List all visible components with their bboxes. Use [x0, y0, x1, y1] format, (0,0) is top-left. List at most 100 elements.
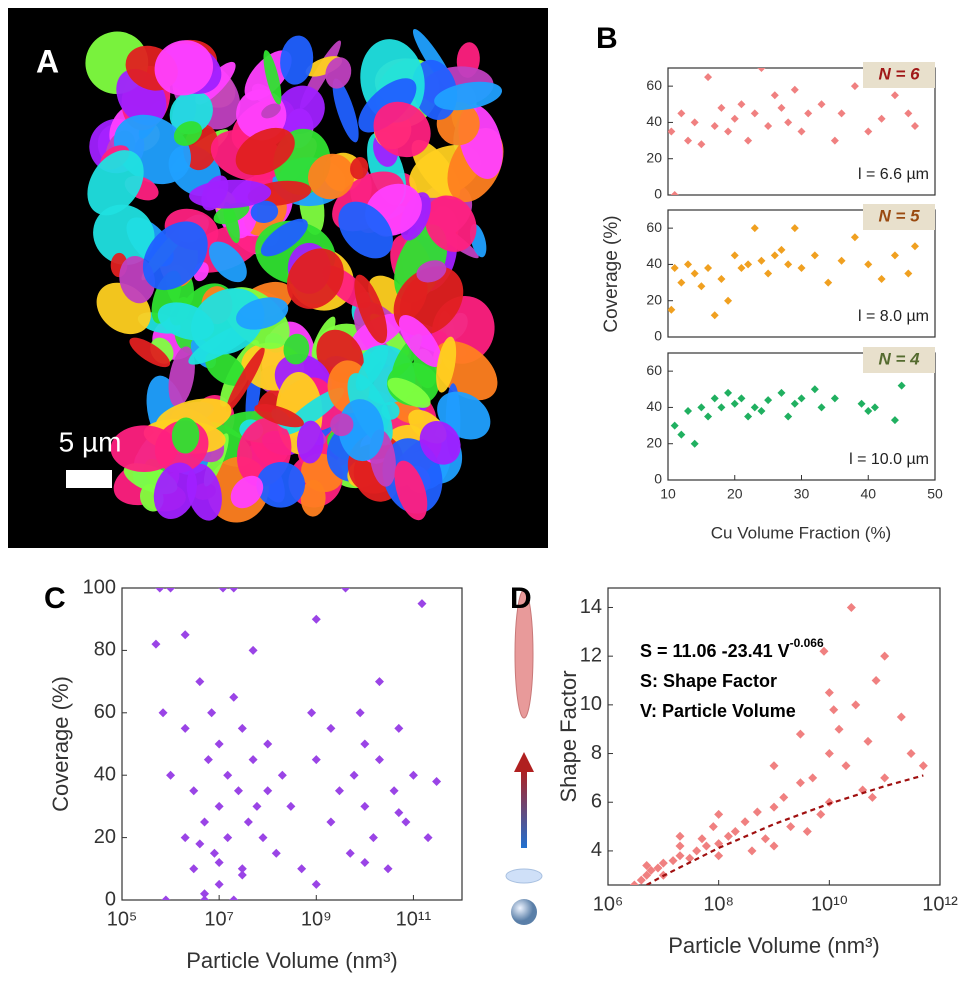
- point: [830, 394, 839, 403]
- point: [841, 761, 851, 771]
- particle: [189, 179, 272, 209]
- point: [394, 723, 404, 733]
- point: [710, 122, 719, 131]
- particle: [286, 248, 344, 309]
- y-tick-label: 0: [654, 186, 662, 202]
- point: [880, 651, 890, 661]
- point: [675, 841, 685, 851]
- point: [692, 846, 702, 856]
- point: [904, 109, 913, 118]
- point: [374, 755, 384, 765]
- point: [237, 864, 247, 874]
- point: [675, 851, 685, 861]
- point: [744, 412, 753, 421]
- particle: [205, 350, 246, 386]
- point: [737, 264, 746, 273]
- particle: [330, 413, 354, 437]
- particle: [256, 461, 305, 508]
- point: [795, 778, 805, 788]
- point: [704, 264, 713, 273]
- point: [817, 100, 826, 109]
- fit-exponent: -0.066: [790, 636, 824, 650]
- point: [690, 269, 699, 278]
- point: [770, 91, 779, 100]
- point: [653, 863, 663, 873]
- point: [271, 848, 281, 858]
- point: [824, 797, 834, 807]
- point: [764, 396, 773, 405]
- particle: [325, 57, 352, 89]
- particle: [142, 221, 208, 291]
- point: [203, 755, 213, 765]
- point: [258, 833, 268, 843]
- point: [710, 394, 719, 403]
- point: [697, 140, 706, 149]
- particle: [171, 417, 200, 454]
- point: [710, 311, 719, 320]
- point: [677, 430, 686, 439]
- particle: [276, 85, 325, 134]
- point: [684, 260, 693, 269]
- point: [214, 739, 224, 749]
- particle: [154, 40, 214, 96]
- y-tick-label: 60: [646, 219, 662, 235]
- particle: [169, 90, 213, 135]
- point: [233, 786, 243, 796]
- y-tick-label: 8: [591, 742, 602, 764]
- x-tick-label: 10¹⁰: [811, 893, 848, 915]
- series-layer: [670, 381, 906, 448]
- point: [180, 630, 190, 640]
- point: [360, 801, 370, 811]
- point: [360, 858, 370, 868]
- particle: [235, 127, 295, 176]
- y-tick-label: 6: [591, 791, 602, 813]
- y-tick-label: 80: [94, 639, 116, 661]
- point: [417, 599, 427, 609]
- point: [200, 817, 210, 827]
- y-tick-label: 14: [580, 596, 602, 618]
- point: [685, 853, 695, 863]
- point: [824, 278, 833, 287]
- particle: [373, 101, 431, 158]
- point: [867, 792, 877, 802]
- particle: [394, 460, 428, 521]
- series-layer: [668, 224, 919, 320]
- particle: [296, 420, 324, 464]
- y-tick-label: 10: [580, 693, 602, 715]
- point: [345, 848, 355, 858]
- note: l = 6.6 µm: [858, 166, 929, 183]
- point: [724, 127, 733, 136]
- fit-text: S = 11.06 -23.41 V: [640, 641, 790, 661]
- point: [189, 864, 199, 874]
- note: l = 10.0 µm: [849, 451, 929, 468]
- point: [383, 864, 393, 874]
- point: [658, 858, 668, 868]
- point: [195, 677, 205, 687]
- point: [311, 755, 321, 765]
- arrow-head: [514, 752, 534, 772]
- x-tick-label: 10: [660, 485, 676, 501]
- y-tick-label: 60: [646, 362, 662, 378]
- point: [810, 385, 819, 394]
- particle: [424, 195, 477, 252]
- point: [744, 136, 753, 145]
- point: [724, 388, 733, 397]
- point: [675, 831, 685, 841]
- x-tick-label: 10¹²: [922, 893, 958, 915]
- particle: [208, 241, 247, 283]
- point: [704, 412, 713, 421]
- point: [677, 109, 686, 118]
- particle: [250, 200, 279, 224]
- point: [804, 109, 813, 118]
- point: [263, 739, 273, 749]
- panel-label: C: [44, 582, 66, 615]
- sphere-icon: [511, 899, 537, 925]
- point: [829, 705, 839, 715]
- particle: [283, 333, 310, 365]
- point: [151, 639, 161, 649]
- point: [200, 889, 210, 899]
- particle: [398, 314, 442, 367]
- point: [764, 269, 773, 278]
- badge-bg: [863, 62, 935, 88]
- point: [904, 269, 913, 278]
